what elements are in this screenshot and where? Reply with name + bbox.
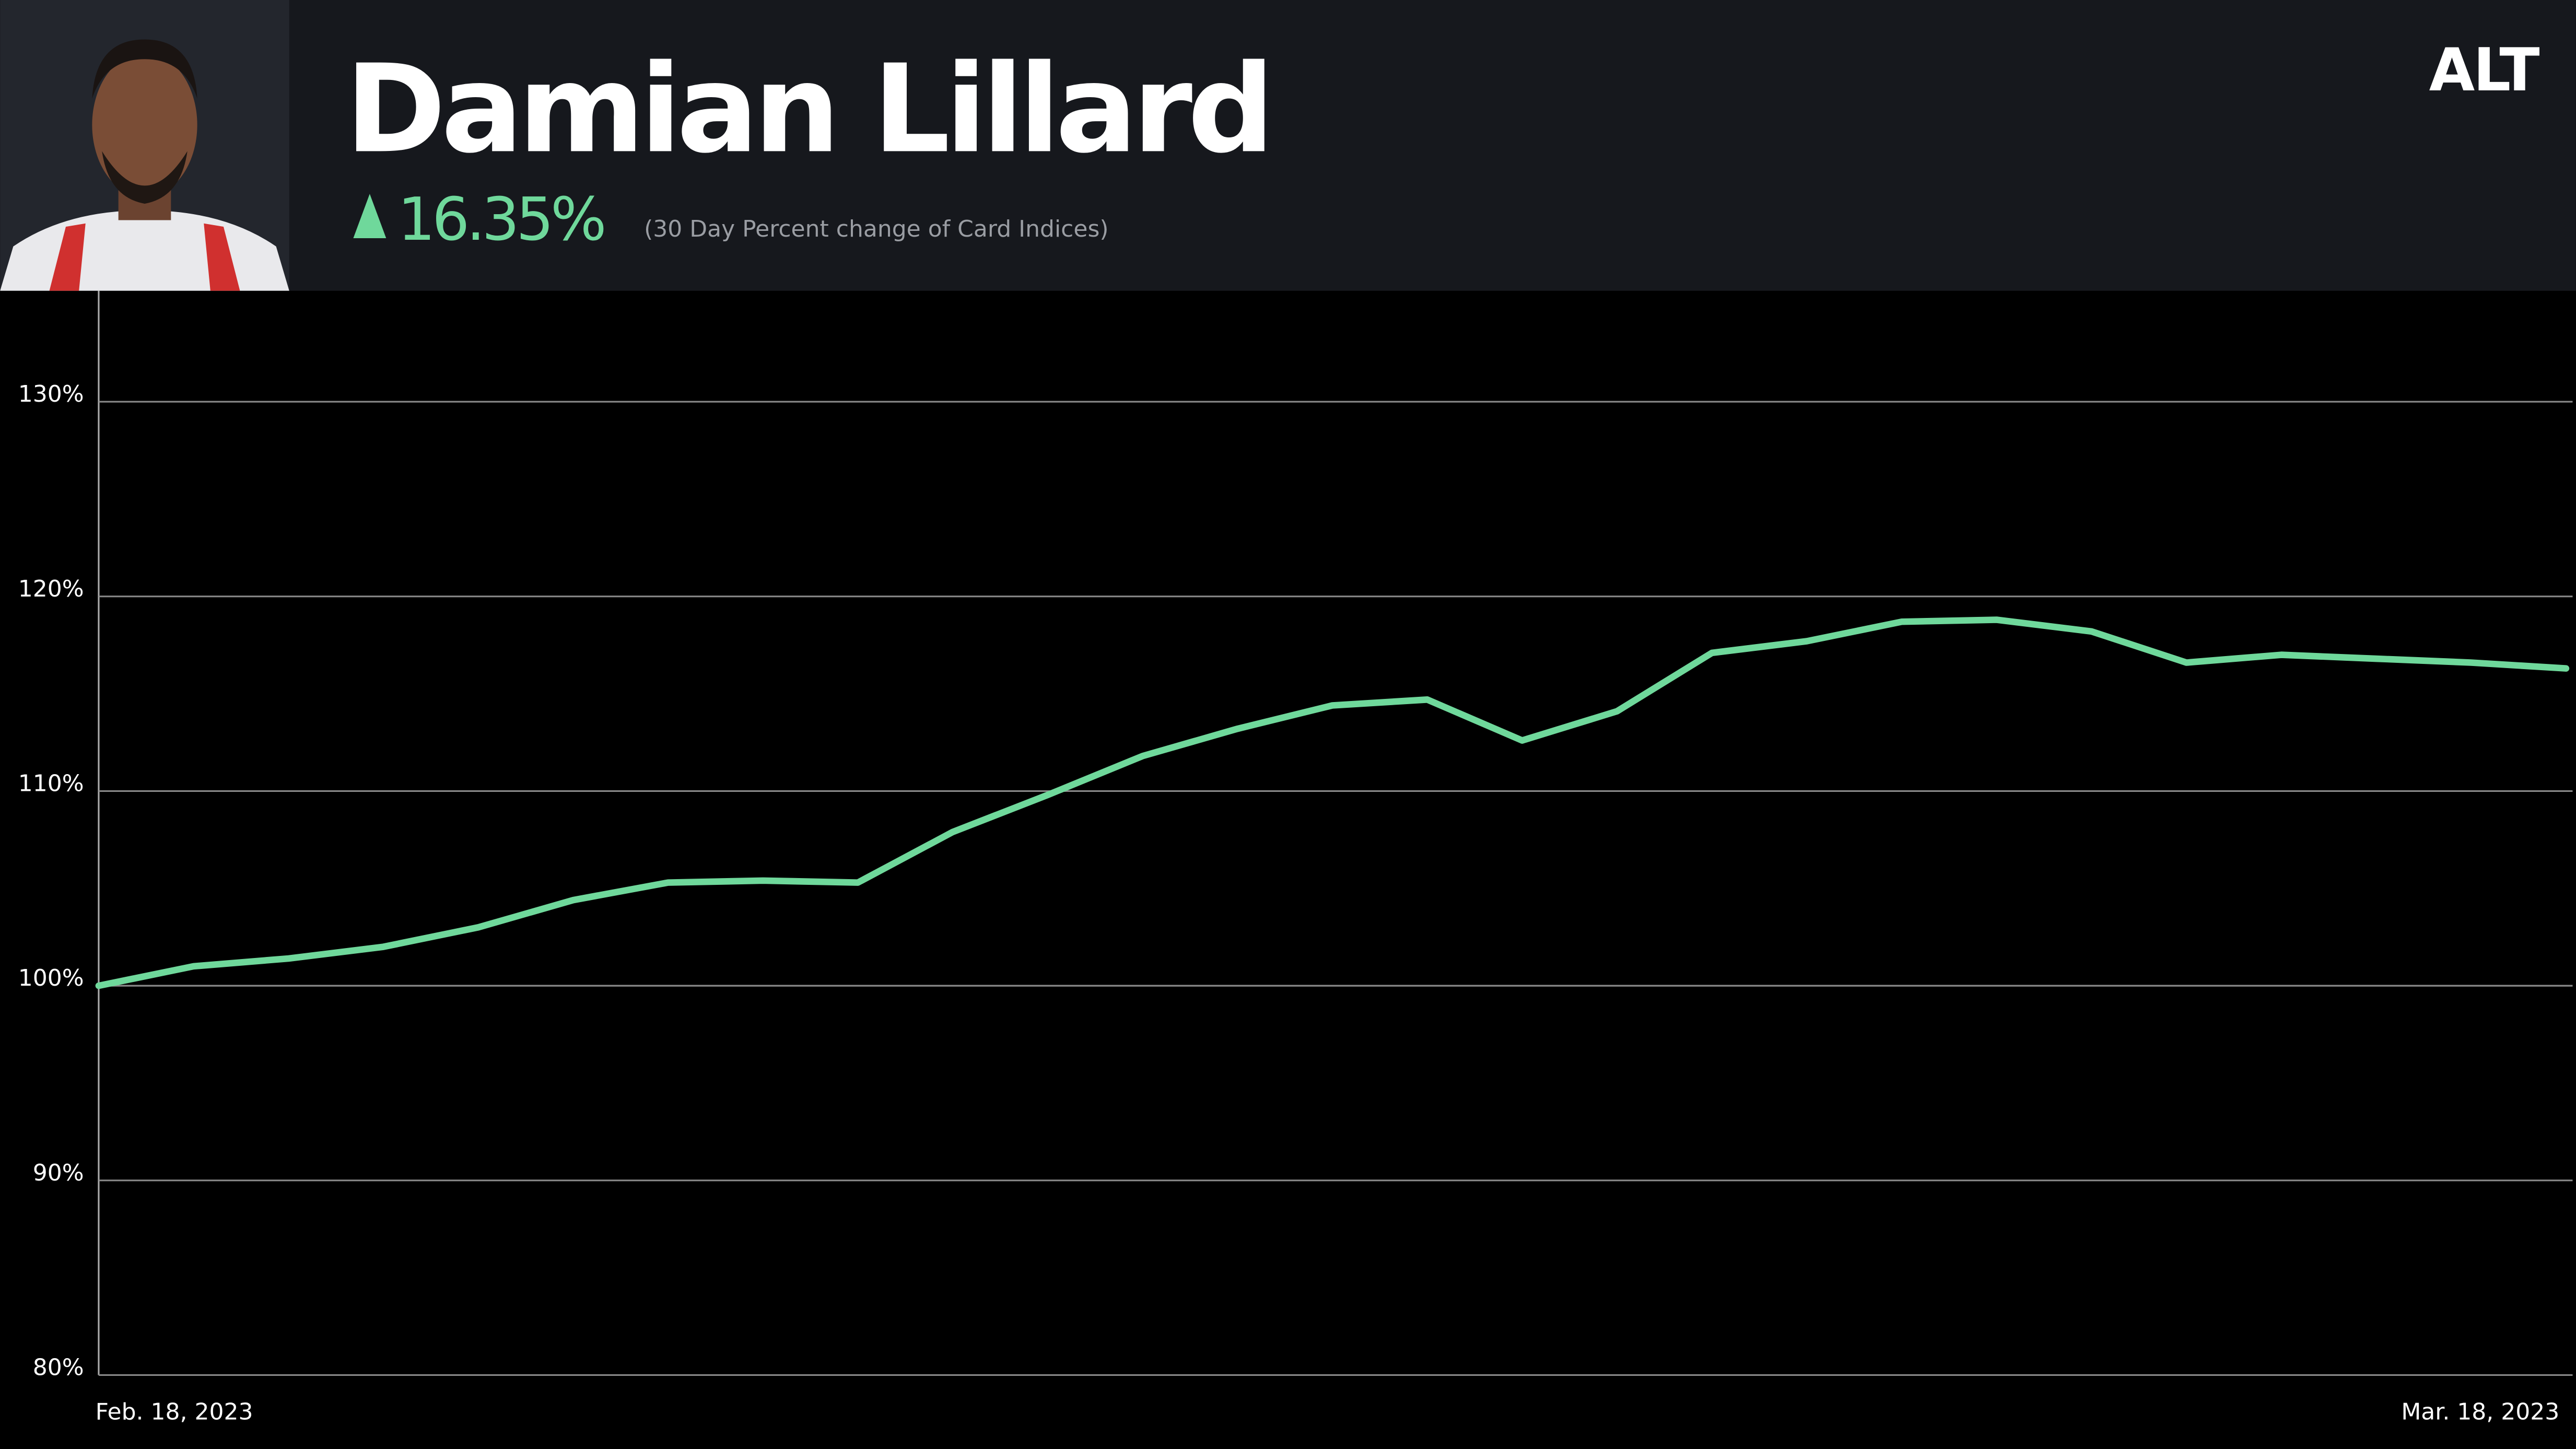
y-tick-label: 130% (18, 381, 84, 407)
y-tick-label: 90% (33, 1160, 84, 1186)
data-line (95, 616, 2570, 989)
jersey-trim (49, 223, 240, 291)
header-bar (0, 0, 2576, 291)
face (92, 52, 197, 197)
logo: ALT (2429, 36, 2540, 104)
beard (102, 151, 188, 204)
x-tick-label: Feb. 18, 2023 (96, 1398, 253, 1425)
y-tick-label: 120% (18, 576, 84, 602)
y-tick-label: 100% (18, 965, 84, 991)
subtitle: (30 Day Percent change of Card Indices) (644, 216, 1108, 242)
title: Damian Lillard (345, 38, 1270, 180)
player-photo (0, 0, 289, 291)
change-value: 16.35% (397, 185, 604, 254)
hair (92, 39, 197, 99)
y-tick-label: 110% (18, 770, 84, 797)
x-tick-label: Mar. 18, 2023 (2401, 1398, 2559, 1425)
up-arrow (353, 194, 387, 239)
y-tick-label: 80% (33, 1354, 84, 1381)
